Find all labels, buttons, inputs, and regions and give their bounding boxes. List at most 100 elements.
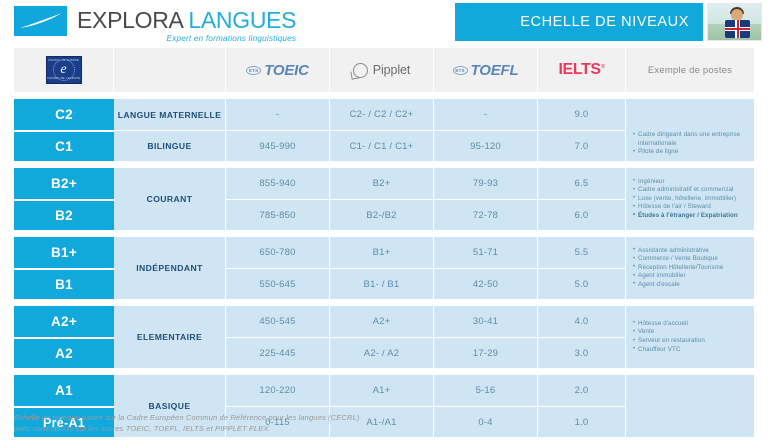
brand-wordmark: EXPLORA LANGUES Expert en formations lin…	[77, 3, 297, 43]
list-item: Agent d'escale	[633, 280, 750, 290]
score-cell-toefl: 0-4	[434, 407, 538, 437]
level-group-body: LANGUE MATERNELLE BILINGUE - C2- / C2 / C2+…	[114, 99, 754, 161]
job-list: Cadre dirigeant dans une entreprise inte…	[633, 131, 750, 157]
ets-badge-toeic: ETS	[246, 65, 262, 75]
toeic-label: TOEIC	[264, 61, 309, 79]
score-cell-ielts: 1.0	[538, 407, 626, 437]
brand-name-x: X	[92, 7, 108, 33]
level-badges: A2+ A2	[14, 306, 114, 368]
list-item: Vente	[633, 328, 750, 337]
toefl-logo-icon: ETS TOEFL	[452, 62, 519, 79]
brand-name-langues: LANGUES	[188, 7, 297, 33]
ets-badge-toefl: ETS	[452, 65, 468, 75]
level-badge[interactable]: Pré-A1	[14, 406, 114, 437]
score-cell-toeic: 450-545	[226, 306, 330, 337]
footnote: Echelle de niveaux basée sur la Cadre Eu…	[14, 412, 714, 434]
brand-name-plora: PLORA	[107, 7, 189, 33]
score-cell-ielts: 6.5	[538, 168, 626, 199]
student-with-uk-flag-photo	[707, 3, 762, 41]
table-row: 0-115 A1-/A1 0-4 1.0	[226, 406, 626, 437]
brand-tagline: Expert en formations linguistiques	[166, 34, 297, 43]
row-spacer	[14, 92, 754, 99]
row-spacer	[14, 161, 754, 168]
list-item: Hôtesse d'accueil	[633, 319, 750, 329]
page-title: ECHELLE DE NIVEAUX	[520, 14, 689, 30]
brand-logo[interactable]: EXPLORA LANGUES Expert en formations lin…	[14, 3, 297, 43]
level-group: A1 Pré-A1 BASIQUE 120-220 A1+ 5-16 2.0 0-115 A1-…	[14, 375, 754, 437]
score-cell-pipplet: B2+	[330, 168, 434, 199]
score-rows: - C2- / C2 / C2+ -9.0 945-990 C1- / C1 / C1+…	[226, 99, 626, 161]
list-item: Études à l'étranger / Expatriation	[633, 211, 750, 221]
header-cell-jobs: Exemple de postes	[626, 48, 754, 92]
levels-table: COUNCIL OF EUROPE e CONSEIL DE L'EUROPE …	[14, 48, 754, 437]
table-header-row: COUNCIL OF EUROPE e CONSEIL DE L'EUROPE …	[14, 48, 754, 92]
list-item: Luxe (vente, hôtellerie, immobilier)	[633, 194, 750, 204]
score-cell-ielts: 3.0	[538, 338, 626, 368]
top-header: EXPLORA LANGUES Expert en formations lin…	[0, 0, 768, 46]
level-badge[interactable]: A2+	[14, 306, 114, 337]
score-cell-ielts: 4.0	[538, 306, 626, 337]
level-badge[interactable]: B1+	[14, 237, 114, 268]
level-badge[interactable]: C2	[14, 99, 114, 130]
job-examples-cell: Assistante administrativeCommerce / Vent…	[626, 237, 754, 299]
score-rows: 450-545 A2+ 30-41 4.0 225-445 A2- / A2 17-29 3.…	[226, 306, 626, 368]
jobs-column-label: Exemple de postes	[647, 64, 733, 76]
score-cell-toefl: 17-29	[434, 338, 538, 368]
level-badges: A1 Pré-A1	[14, 375, 114, 437]
score-cell-toefl: 72-78	[434, 200, 538, 230]
level-badge[interactable]: A1	[14, 375, 114, 406]
score-cell-ielts: 2.0	[538, 375, 626, 406]
score-cell-pipplet: A1+	[330, 375, 434, 406]
table-row: 225-445 A2- / A2 17-29 3.0	[226, 337, 626, 368]
score-cell-toeic: 225-445	[226, 338, 330, 368]
list-item: Ingénieur	[633, 177, 750, 187]
job-list: IngénieurCadre administratif et commerci…	[633, 177, 750, 221]
level-badge[interactable]: B1	[14, 268, 114, 299]
header-cell-toefl: ETS TOEFL	[434, 48, 538, 92]
level-badges: C2 C1	[14, 99, 114, 161]
score-cell-ielts: 9.0	[538, 99, 626, 130]
header-cell-pipplet: Pipplet	[330, 48, 434, 92]
list-item: Assistante administrative	[633, 246, 750, 256]
list-item: Cadre administratif et commercial	[633, 186, 750, 195]
job-examples-cell: Cadre dirigeant dans une entreprise inte…	[626, 99, 754, 161]
score-cell-pipplet: A2- / A2	[330, 338, 434, 368]
level-badge[interactable]: C1	[14, 130, 114, 161]
level-group-body: ELEMENTAIRE 450-545 A2+ 30-41 4.0 225-445 A2- …	[114, 306, 754, 368]
level-group: B1+ B1 INDÉPENDANT 650-780 B1+ 51-71 5.5 550-64…	[14, 237, 754, 299]
list-item: Hôtesse de l'air / Steward	[633, 203, 750, 212]
header-cell-description	[114, 48, 226, 92]
ielts-logo-icon: IELTS	[559, 61, 605, 79]
score-cell-toefl: 42-50	[434, 269, 538, 299]
toeic-logo-icon: ETS TOEIC	[246, 62, 309, 79]
header-cell-cefr: COUNCIL OF EUROPE e CONSEIL DE L'EUROPE	[14, 48, 114, 92]
level-group: B2+ B2 COURANT 855-940 B2+ 79-93 6.5 785-850 B2-…	[14, 168, 754, 230]
row-spacer	[14, 230, 754, 237]
level-group-body: COURANT 855-940 B2+ 79-93 6.5 785-850 B2-/B2 72…	[114, 168, 754, 230]
level-badge[interactable]: B2	[14, 199, 114, 230]
level-badge[interactable]: A2	[14, 337, 114, 368]
score-cell-pipplet: C2- / C2 / C2+	[330, 99, 434, 130]
score-cell-pipplet: B2-/B2	[330, 200, 434, 230]
score-cell-ielts: 6.0	[538, 200, 626, 230]
score-cell-toefl: 79-93	[434, 168, 538, 199]
list-item: Cadre dirigeant dans une entreprise inte…	[633, 131, 750, 148]
score-cell-ielts: 5.0	[538, 269, 626, 299]
score-cell-pipplet: B1- / B1	[330, 269, 434, 299]
coe-logo-bottom-text: CONSEIL DE L'EUROPE	[46, 77, 81, 80]
row-spacer	[14, 299, 754, 306]
score-cell-toefl: 51-71	[434, 237, 538, 268]
score-cell-toefl: 95-120	[434, 131, 538, 161]
list-item: Serveur en restauration	[633, 337, 750, 346]
score-cell-pipplet: B1+	[330, 237, 434, 268]
table-row: 450-545 A2+ 30-41 4.0	[226, 306, 626, 337]
score-cell-toeic: 650-780	[226, 237, 330, 268]
score-cell-pipplet: A2+	[330, 306, 434, 337]
level-badge[interactable]: B2+	[14, 168, 114, 199]
score-cell-toeic: 120-220	[226, 375, 330, 406]
score-cell-ielts: 5.5	[538, 237, 626, 268]
footnote-line-2: avec corrélations sur les scores TOEIC, …	[14, 424, 271, 433]
header-cell-ielts: IELTS	[538, 48, 626, 92]
score-cell-toeic: 855-940	[226, 168, 330, 199]
